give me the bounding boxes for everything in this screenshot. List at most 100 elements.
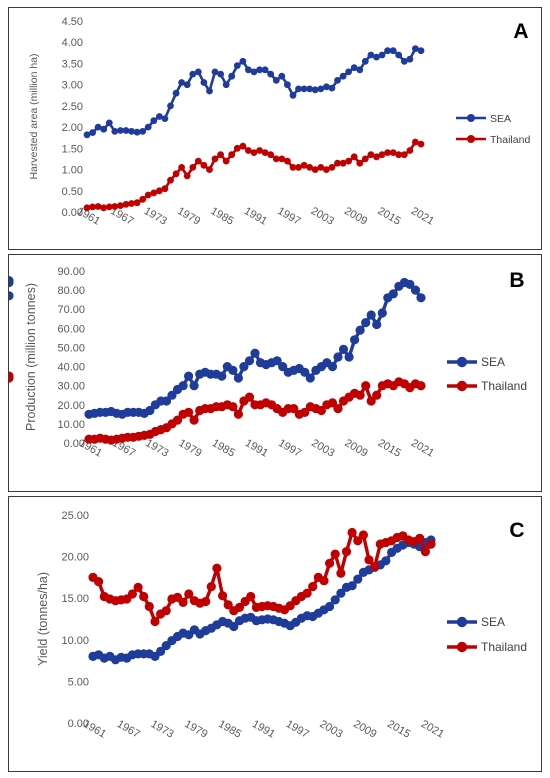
data-point-thailand [370,562,380,572]
data-point-sea [366,310,376,320]
data-point-thailand [111,203,119,210]
data-point-sea [139,128,147,135]
data-point-thailand [395,151,403,159]
data-point-sea [233,62,241,69]
data-point-thailand [189,164,197,171]
data-point-thailand [319,576,329,586]
data-point-thailand [345,157,352,165]
y-tick-label: 90.00 [57,266,85,278]
y-tick-label: 10.00 [61,635,89,647]
y-tick-label: 1.50 [62,143,83,155]
data-point-thailand [367,151,375,159]
data-point-thailand [353,536,363,546]
x-tick-label: 1985 [208,205,235,228]
data-point-thailand [117,202,124,210]
data-point-sea [228,72,236,80]
x-tick-label: 1961 [81,718,108,741]
data-point-sea [338,344,349,354]
y-tick-label: 80.00 [57,285,85,297]
x-tick-label: 1973 [142,205,169,228]
data-point-thailand [201,596,211,607]
data-point-sea [145,405,155,416]
data-point-thailand [183,172,191,180]
data-point-thailand [364,555,374,565]
data-point-thailand [416,381,426,391]
data-point-sea [295,85,302,93]
data-point-sea [261,66,269,74]
data-point-thailand [212,563,222,573]
x-tick-label: 1979 [176,437,203,460]
data-point-sea [381,556,391,566]
chart-b-svg: 0.00 10.00 20.00 30.00 40.00 50.00 60.00 70.00 8… [9,266,527,460]
data-point-thailand [144,191,152,199]
data-point-thailand [289,404,299,414]
legend-label-thailand: Thailand [481,640,527,654]
data-point-sea [305,373,315,383]
data-point-thailand [426,539,436,549]
data-point-thailand [406,147,414,154]
data-point-sea [345,68,352,76]
y-tick-label: 25.00 [61,510,89,522]
legend-label-sea: SEA [481,615,505,629]
legend-label-thailand: Thailand [481,379,527,393]
data-point-sea [289,91,297,99]
panel-label: C [509,519,524,542]
y-tick-label: 60.00 [57,323,85,335]
x-tick-label: 2003 [317,718,344,741]
data-point-thailand [128,200,135,207]
data-point-sea [217,70,225,78]
y-tick-label: 2.50 [62,101,83,113]
data-point-sea [229,621,239,632]
data-point-sea [416,293,426,303]
data-point-sea [117,127,124,134]
data-point-thailand [420,547,430,557]
data-point-sea [9,291,14,301]
data-point-sea [373,53,380,61]
data-point-sea [325,601,335,612]
data-point-sea [194,68,202,76]
data-point-thailand [366,396,376,406]
data-point-thailand [9,373,14,383]
y-axis-title: Production (million tonnes) [24,283,38,431]
data-point-sea [361,57,369,65]
data-point-thailand [372,390,382,400]
data-point-sea [336,588,346,598]
data-point-sea [9,277,14,288]
data-point-thailand [300,407,310,417]
data-point-sea [128,128,135,135]
x-tick-label: 2009 [342,205,369,228]
x-tick-label: 1997 [276,437,303,460]
data-point-sea [350,335,360,345]
data-point-sea [278,72,286,80]
data-point-thailand [250,149,258,157]
data-point-sea [200,79,208,86]
data-point-thailand [94,203,102,210]
data-point-sea [300,367,310,377]
chart-a-svg: 0.00 0.50 1.00 1.50 2.00 2.50 3.00 3.50 4.00 4.50… [28,16,530,228]
x-tick-label: 2021 [419,718,446,741]
data-point-sea [189,381,199,391]
data-point-thailand [333,404,343,414]
data-point-thailand [223,600,233,610]
data-point-thailand [336,568,346,578]
data-point-sea [167,390,177,400]
data-point-sea [256,66,263,74]
data-point-thailand [417,140,425,148]
data-point-sea [355,325,365,335]
data-point-sea [156,113,163,120]
x-tick-label: 1991 [242,205,269,228]
y-axis-title: Yield (tonnes/ha) [36,572,50,666]
data-point-sea [400,57,408,65]
data-point-thailand [172,415,183,425]
x-tick-label: 2015 [376,437,403,460]
y-tick-label: 3.50 [62,58,83,70]
y-tick-label: 4.50 [62,16,83,28]
legend-swatch-marker [467,135,475,143]
x-tick-label: 1991 [250,718,277,741]
data-point-sea [222,81,230,89]
data-point-thailand [184,589,194,599]
data-point-thailand [178,597,188,607]
y-tick-label: 50.00 [57,342,85,354]
data-point-sea [239,362,249,372]
y-tick-label: 0.50 [62,186,83,198]
